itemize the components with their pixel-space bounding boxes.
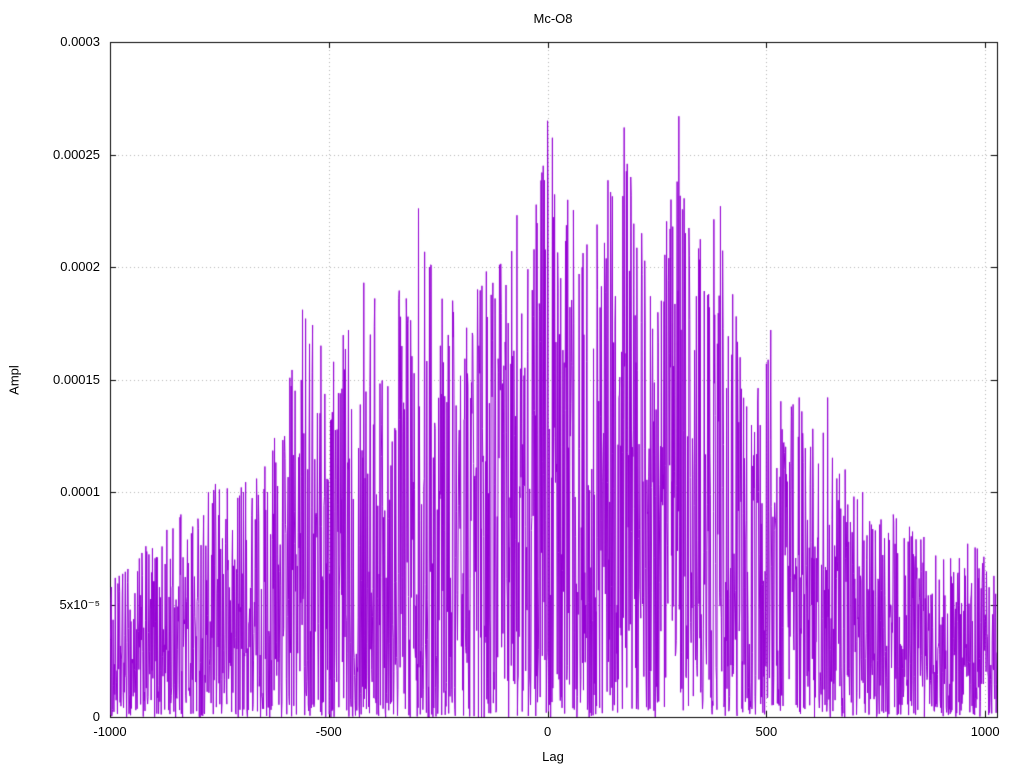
x-tick-label: -500 bbox=[315, 724, 342, 739]
y-tick-label: 0 bbox=[92, 709, 100, 724]
y-tick-label: 5x10⁻⁵ bbox=[59, 596, 100, 612]
x-tick-label: -1000 bbox=[93, 724, 127, 739]
x-axis-label: Lag bbox=[542, 749, 564, 764]
y-tick-label: 0.0001 bbox=[60, 484, 100, 499]
x-tick-label: 500 bbox=[755, 724, 778, 739]
y-tick-label: 0.0003 bbox=[60, 34, 100, 49]
y-tick-label: 0.00015 bbox=[53, 371, 100, 387]
y-tick-label: 0.00025 bbox=[53, 146, 100, 162]
x-tick-label: 1000 bbox=[970, 724, 1000, 739]
x-tick-label: 0 bbox=[543, 724, 552, 739]
chart-title: Mc-O8 bbox=[533, 11, 573, 26]
y-tick-label: 0.0002 bbox=[60, 259, 100, 274]
